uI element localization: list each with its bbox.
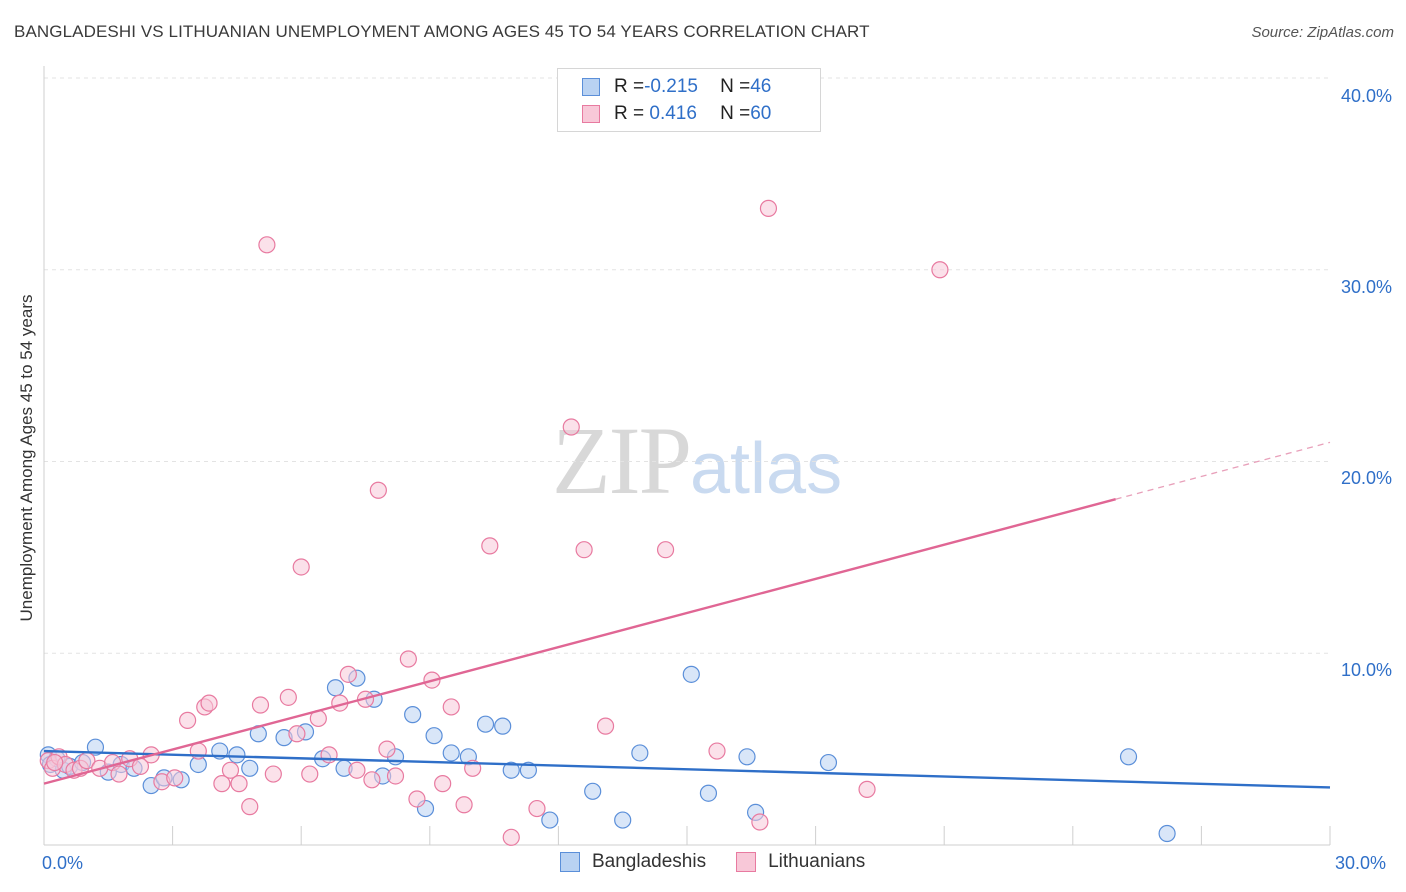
lithuanian-point	[596, 717, 615, 735]
lithuanian-point	[751, 813, 769, 831]
legend-n-value: 46	[750, 76, 772, 97]
lithuanian-point	[481, 537, 499, 555]
lithuanian-point	[408, 790, 426, 808]
bangladeshi-point	[404, 706, 422, 724]
legend-label-bangladeshis: Bangladeshis	[592, 851, 707, 872]
lithuanian-point	[434, 775, 452, 793]
lithuanian-point	[656, 541, 675, 559]
bangladeshi-point	[819, 753, 838, 772]
lithuanian-point	[221, 761, 240, 779]
chart-title: BANGLADESHI VS LITHUANIAN UNEMPLOYMENT A…	[14, 22, 870, 41]
lithuanian-point	[378, 740, 396, 758]
lithuanian-point	[708, 742, 726, 760]
lithuanian-point	[230, 775, 248, 793]
lithuanian-point	[386, 767, 405, 785]
lithuanian-point	[759, 199, 778, 217]
y-tick-label-40: 40.0%	[1340, 86, 1392, 106]
lithuanian-point	[369, 481, 387, 499]
bangladeshi-point	[682, 665, 700, 683]
bangladeshi-point	[425, 727, 443, 745]
bangladeshi-point	[326, 679, 345, 697]
bangladeshi-point	[614, 811, 632, 829]
y-axis-label: Unemployment Among Ages 45 to 54 years	[17, 294, 36, 622]
y-tick-label-10: 10.0%	[1340, 660, 1392, 680]
lithuanian-point	[363, 771, 381, 789]
bangladeshi-trendline	[43, 749, 1331, 789]
legend-swatch-lithuanians	[736, 852, 757, 872]
legend-r-label: R =	[614, 103, 645, 124]
legend-item-bangladeshis[interactable]: Bangladeshis	[560, 851, 706, 873]
lithuanian-point	[166, 769, 184, 787]
lithuanian-point	[46, 753, 64, 772]
lithuanian-point	[455, 796, 473, 814]
bangladeshi-point	[699, 784, 718, 802]
legend-r-value: -0.215	[644, 76, 698, 97]
lithuanian-point	[348, 761, 366, 779]
legend-r-label: R =	[614, 76, 645, 97]
legend-n-value: 60	[750, 103, 772, 124]
legend-row-lithuanians: R = 0.416 N = 60	[582, 101, 771, 127]
bangladeshi-point	[494, 717, 512, 735]
lithuanian-point	[288, 725, 306, 743]
legend-r-value: 0.416	[644, 103, 697, 124]
bangladeshi-point	[541, 811, 559, 829]
y-tick-label-30: 30.0%	[1340, 277, 1392, 297]
bangladeshi-point	[1119, 748, 1138, 766]
lithuanian-point	[213, 775, 231, 793]
bangladeshi-point	[584, 782, 602, 800]
series-legend: Bangladeshis Lithuanians	[560, 851, 895, 873]
legend-n-label: N =	[720, 76, 751, 97]
lithuanian-point	[264, 765, 282, 783]
lithuanian-point	[241, 798, 259, 816]
bangladeshi-point	[631, 744, 649, 762]
correlation-legend: R = -0.215 N = 46 R = 0.416 N = 60	[557, 68, 821, 132]
x-tick-label-max: 30.0%	[1335, 853, 1387, 873]
legend-label-lithuanians: Lithuanians	[768, 851, 866, 872]
lithuanian-point	[110, 765, 128, 783]
legend-swatch-blue	[582, 78, 600, 96]
lithuanian-point	[931, 261, 949, 279]
lithuanian-point	[292, 558, 310, 576]
lithuanian-point	[179, 711, 197, 729]
bangladeshi-point	[442, 744, 460, 762]
bangladeshi-point	[241, 759, 259, 777]
lithuanian-point	[502, 828, 520, 846]
bangladeshi-point	[1158, 824, 1176, 843]
legend-swatch-bangladeshis	[560, 852, 580, 872]
lithuanian-trendline	[43, 498, 1116, 785]
legend-row-bangladeshis: R = -0.215 N = 46	[582, 74, 771, 100]
lithuanian-point	[399, 650, 417, 668]
lithuanian-trendline-extension	[1115, 441, 1331, 500]
lithuanian-point	[528, 799, 546, 818]
bangladeshi-point	[519, 761, 537, 779]
watermark-atlas: atlas	[690, 429, 843, 509]
bangladeshi-point	[228, 746, 246, 764]
lithuanian-point	[562, 418, 580, 436]
lithuanian-point	[858, 780, 876, 798]
y-tick-label-20: 20.0%	[1340, 468, 1392, 488]
lithuanian-point	[575, 541, 593, 559]
chart-source: Source: ZipAtlas.com	[1251, 24, 1394, 41]
bangladeshi-point	[476, 715, 495, 733]
lithuanian-point	[251, 696, 270, 714]
legend-n-label: N =	[720, 103, 751, 124]
lithuanian-point	[442, 698, 460, 716]
watermark: ZIPatlas	[552, 405, 842, 516]
bangladeshi-point	[738, 748, 756, 766]
x-tick-label-min: 0.0%	[42, 853, 84, 873]
legend-swatch-pink	[582, 105, 600, 123]
lithuanian-point	[200, 694, 218, 712]
lithuanian-point	[339, 665, 357, 683]
legend-item-lithuanians[interactable]: Lithuanians	[736, 851, 865, 873]
lithuanian-point	[301, 765, 319, 783]
bangladeshi-point	[502, 761, 520, 779]
lithuanian-point	[258, 236, 276, 254]
lithuanian-point	[279, 688, 297, 706]
